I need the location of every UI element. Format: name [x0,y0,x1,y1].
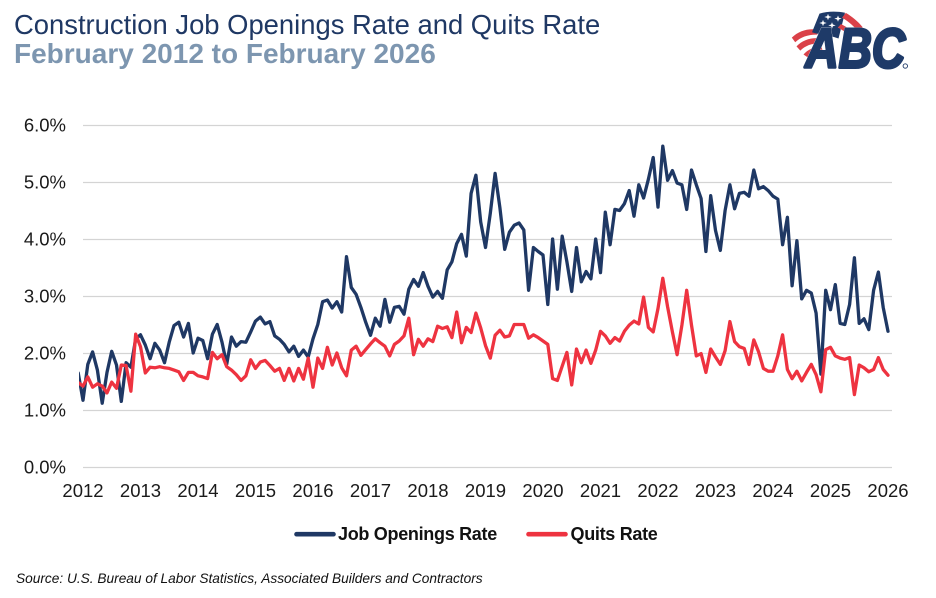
svg-text:2020: 2020 [522,480,563,501]
svg-text:2018: 2018 [407,480,448,501]
svg-text:ABC: ABC [804,17,906,79]
svg-text:Job Openings Rate: Job Openings Rate [338,524,497,544]
svg-text:3.0%: 3.0% [24,286,66,307]
svg-text:2023: 2023 [695,480,736,501]
svg-text:2013: 2013 [120,480,161,501]
svg-text:Quits Rate: Quits Rate [571,524,658,544]
svg-text:2021: 2021 [580,480,621,501]
svg-text:2014: 2014 [177,480,218,501]
svg-text:2019: 2019 [465,480,506,501]
svg-text:6.0%: 6.0% [24,115,66,136]
svg-text:2.0%: 2.0% [24,343,66,364]
svg-text:4.0%: 4.0% [24,229,66,250]
svg-text:2012: 2012 [62,480,103,501]
svg-text:2026: 2026 [867,480,908,501]
svg-text:ABC: ABC [804,17,906,79]
svg-text:2024: 2024 [752,480,793,501]
svg-text:1.0%: 1.0% [24,400,66,421]
svg-text:5.0%: 5.0% [24,172,66,193]
svg-text:2017: 2017 [350,480,391,501]
svg-text:2015: 2015 [235,480,276,501]
svg-text:2025: 2025 [810,480,851,501]
svg-text:2016: 2016 [292,480,333,501]
svg-text:2022: 2022 [637,480,678,501]
svg-text:0.0%: 0.0% [24,457,66,478]
